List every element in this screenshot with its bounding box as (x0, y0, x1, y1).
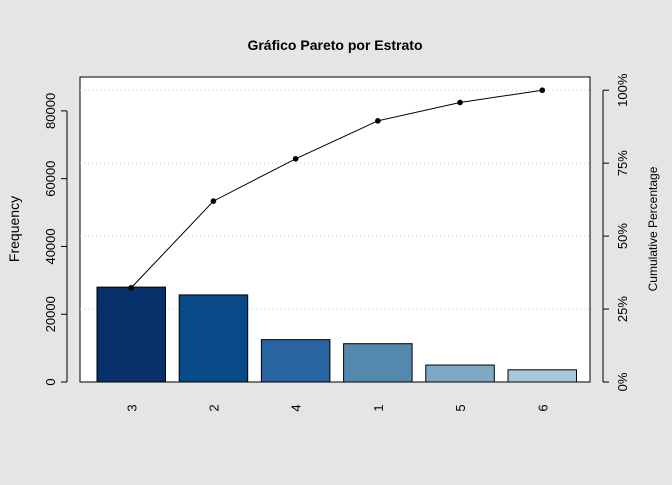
y2-tick-label-0: 0% (615, 372, 630, 391)
x-tick-label-2: 4 (289, 404, 304, 411)
y-tick-label-3: 60000 (43, 161, 58, 197)
y-tick-label-2: 40000 (43, 228, 58, 264)
y-axis-label: Frequency (6, 196, 22, 262)
cumulative-point-2 (292, 155, 299, 162)
y-tick-label-4: 80000 (43, 93, 58, 129)
y2-tick-label-4: 100% (615, 73, 630, 107)
x-tick-label-3: 1 (371, 404, 386, 411)
x-tick-label-0: 3 (124, 404, 139, 411)
y-tick-label-1: 20000 (43, 296, 58, 332)
bar-3 (343, 343, 413, 383)
cumulative-line-group (128, 87, 546, 291)
cumulative-line (130, 89, 543, 289)
bar-5 (507, 369, 577, 383)
x-tick-label-4: 5 (453, 404, 468, 411)
y2-tick-label-3: 75% (615, 150, 630, 176)
bar-4 (425, 364, 495, 383)
bar-1 (178, 294, 249, 383)
chart-title: Gráfico Pareto por Estrato (247, 37, 422, 53)
x-tick-label-5: 6 (535, 404, 550, 411)
x-tick-label-1: 2 (206, 404, 221, 411)
cumulative-point-1 (210, 198, 217, 204)
bar-0 (96, 286, 166, 383)
bar-2 (260, 339, 331, 383)
y2-tick-label-2: 50% (615, 223, 630, 249)
cumulative-point-3 (375, 118, 381, 124)
cumulative-point-4 (457, 99, 463, 106)
cumulative-point-0 (128, 284, 135, 291)
axes: 0 20000 40000 60000 80000 0% 25% 50% 75% 100% 3 2 4 1… (43, 73, 630, 411)
y2-axis-label: Cumulative Percentage (646, 166, 660, 291)
cumulative-point-5 (539, 87, 546, 94)
bars (96, 286, 577, 383)
y2-tick-label-1: 25% (615, 296, 630, 322)
y-tick-label-0: 0 (43, 378, 58, 385)
